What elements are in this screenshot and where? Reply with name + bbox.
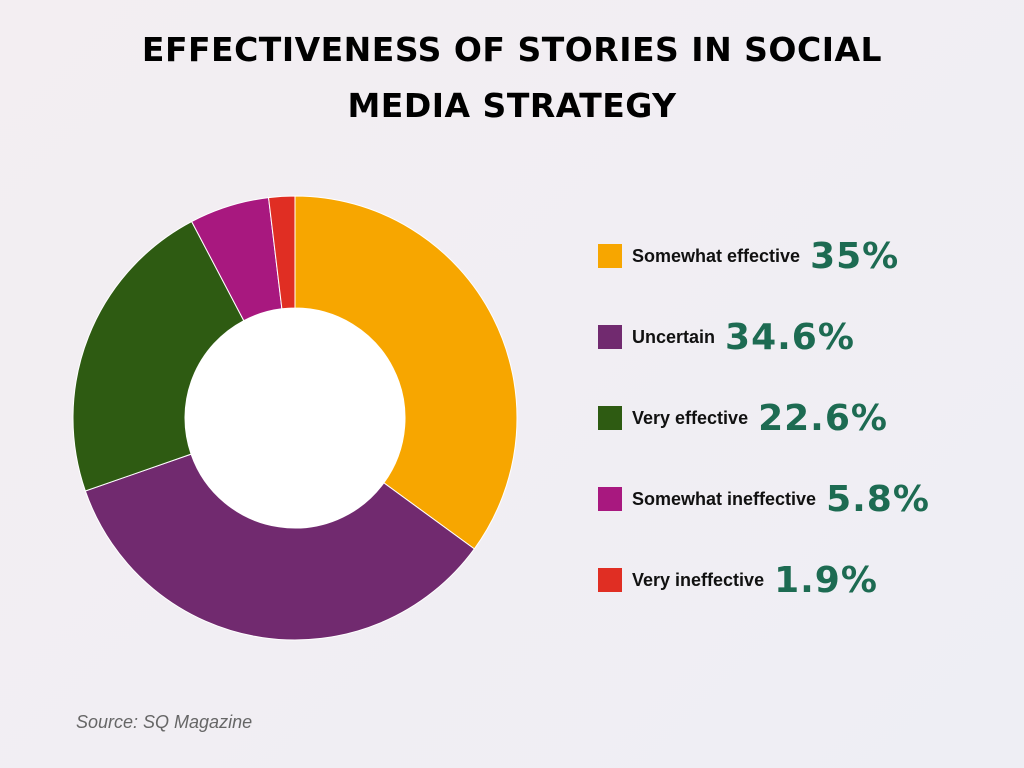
chart-title: EFFECTIVENESS OF STORIES IN SOCIAL MEDIA… bbox=[0, 22, 1024, 134]
legend-label: Somewhat effective bbox=[632, 245, 801, 266]
legend-swatch bbox=[598, 406, 622, 430]
legend-label: Very ineffective bbox=[632, 569, 765, 590]
source-note: Source: SQ Magazine bbox=[76, 712, 253, 732]
legend-value: 22.6% bbox=[758, 397, 888, 439]
legend-item-uncertain: Uncertain 34.6% bbox=[598, 315, 855, 359]
legend-value: 34.6% bbox=[725, 316, 855, 358]
legend-value: 1.9% bbox=[774, 559, 878, 601]
legend-label: Somewhat ineffective bbox=[632, 488, 817, 509]
legend-item-very-ineffective: Very ineffective 1.9% bbox=[598, 558, 878, 602]
legend-swatch bbox=[598, 568, 622, 592]
donut-hole bbox=[185, 308, 405, 528]
legend-value: 5.8% bbox=[826, 478, 930, 520]
legend-swatch bbox=[598, 244, 622, 268]
legend-label: Very effective bbox=[632, 407, 749, 428]
chart-title-line-2: MEDIA STRATEGY bbox=[347, 86, 677, 125]
legend-swatch bbox=[598, 325, 622, 349]
chart-title-line-1: EFFECTIVENESS OF STORIES IN SOCIAL bbox=[141, 30, 883, 69]
legend-swatch bbox=[598, 487, 622, 511]
legend-item-somewhat-ineffective: Somewhat ineffective 5.8% bbox=[598, 477, 930, 521]
legend-item-somewhat-effective: Somewhat effective 35% bbox=[598, 234, 899, 278]
legend-label: Uncertain bbox=[632, 326, 716, 347]
legend-item-very-effective: Very effective 22.6% bbox=[598, 396, 888, 440]
legend-value: 35% bbox=[810, 235, 900, 277]
